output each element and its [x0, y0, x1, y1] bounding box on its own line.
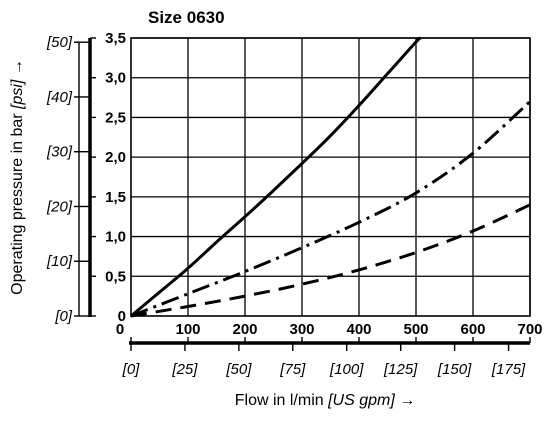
y-tick-label: 2,5 — [105, 109, 126, 126]
y-tick-label: 1,0 — [105, 229, 126, 246]
y-axis-label-unit: [psi] — [9, 79, 26, 110]
y-secondary-tick-labels: [0] [10] [20] [30] [40] [50] — [46, 34, 90, 325]
y-tick-label: 1,5 — [105, 189, 126, 206]
y-tick-label: 3,0 — [105, 70, 126, 87]
x-secondary-tick-label: [100] — [329, 361, 364, 378]
x-tick-label: 500 — [403, 321, 428, 338]
series-line-solid — [130, 36, 422, 318]
series-line-dashdot — [130, 100, 532, 318]
y-axis-label-main: Operating pressure in bar — [9, 109, 26, 295]
x-secondary-tick-label: [175] — [491, 361, 526, 378]
plot-frame — [130, 37, 531, 317]
x-secondary-tick-label: [0] — [122, 361, 141, 378]
x-secondary-tick-label: [150] — [437, 361, 472, 378]
chart-title: Size 0630 — [148, 8, 225, 27]
plot-grid — [131, 37, 531, 316]
x-tick-label: 400 — [346, 321, 371, 338]
y-axis-label-arrow: → — [9, 59, 26, 79]
y-secondary-tick-label: [40] — [46, 89, 73, 106]
x-secondary-tick-label: [125] — [383, 361, 418, 378]
x-tick-label: 600 — [460, 321, 485, 338]
series-line-dashed — [130, 203, 531, 318]
x-axis-label: Flow in l/min [US gpm] → — [235, 392, 416, 409]
y-axis-label: Operating pressure in bar [psi] → — [9, 59, 26, 295]
x-tick-label: 100 — [175, 321, 200, 338]
y-secondary-tick-label: [30] — [46, 144, 73, 161]
x-axis-label-arrow: → — [395, 392, 415, 409]
x-axis-label-main: Flow in l/min — [235, 392, 328, 409]
y-tick-labels: 0 0,5 1,0 1,5 2,0 2,5 3,0 3,5 — [90, 30, 126, 325]
x-tick-labels: 0 100 200 300 400 500 600 700 — [116, 321, 543, 343]
y-tick-label: 0,5 — [105, 268, 126, 285]
y-secondary-tick-label: [20] — [46, 198, 73, 215]
y-tick-label: 3,5 — [105, 30, 126, 47]
x-secondary-tick-labels: [0] [25] [50] [75] [100] [125] [150] [175] — [122, 343, 526, 378]
x-tick-label: 300 — [289, 321, 314, 338]
x-secondary-tick-label: [25] — [171, 361, 198, 378]
y-secondary-tick-label: [10] — [46, 253, 73, 270]
y-tick-label: 0 — [118, 308, 126, 325]
data-curves — [130, 36, 532, 318]
x-secondary-tick-label: [75] — [279, 361, 306, 378]
x-tick-label: 200 — [232, 321, 257, 338]
y-secondary-tick-label: [50] — [46, 34, 73, 51]
x-axis-label-unit: [US gpm] — [327, 392, 395, 409]
x-secondary-tick-label: [50] — [225, 361, 252, 378]
y-tick-label: 2,0 — [105, 149, 126, 166]
x-tick-label: 0 — [116, 321, 124, 338]
y-secondary-tick-label: [0] — [54, 308, 73, 325]
x-tick-label: 700 — [517, 321, 542, 338]
